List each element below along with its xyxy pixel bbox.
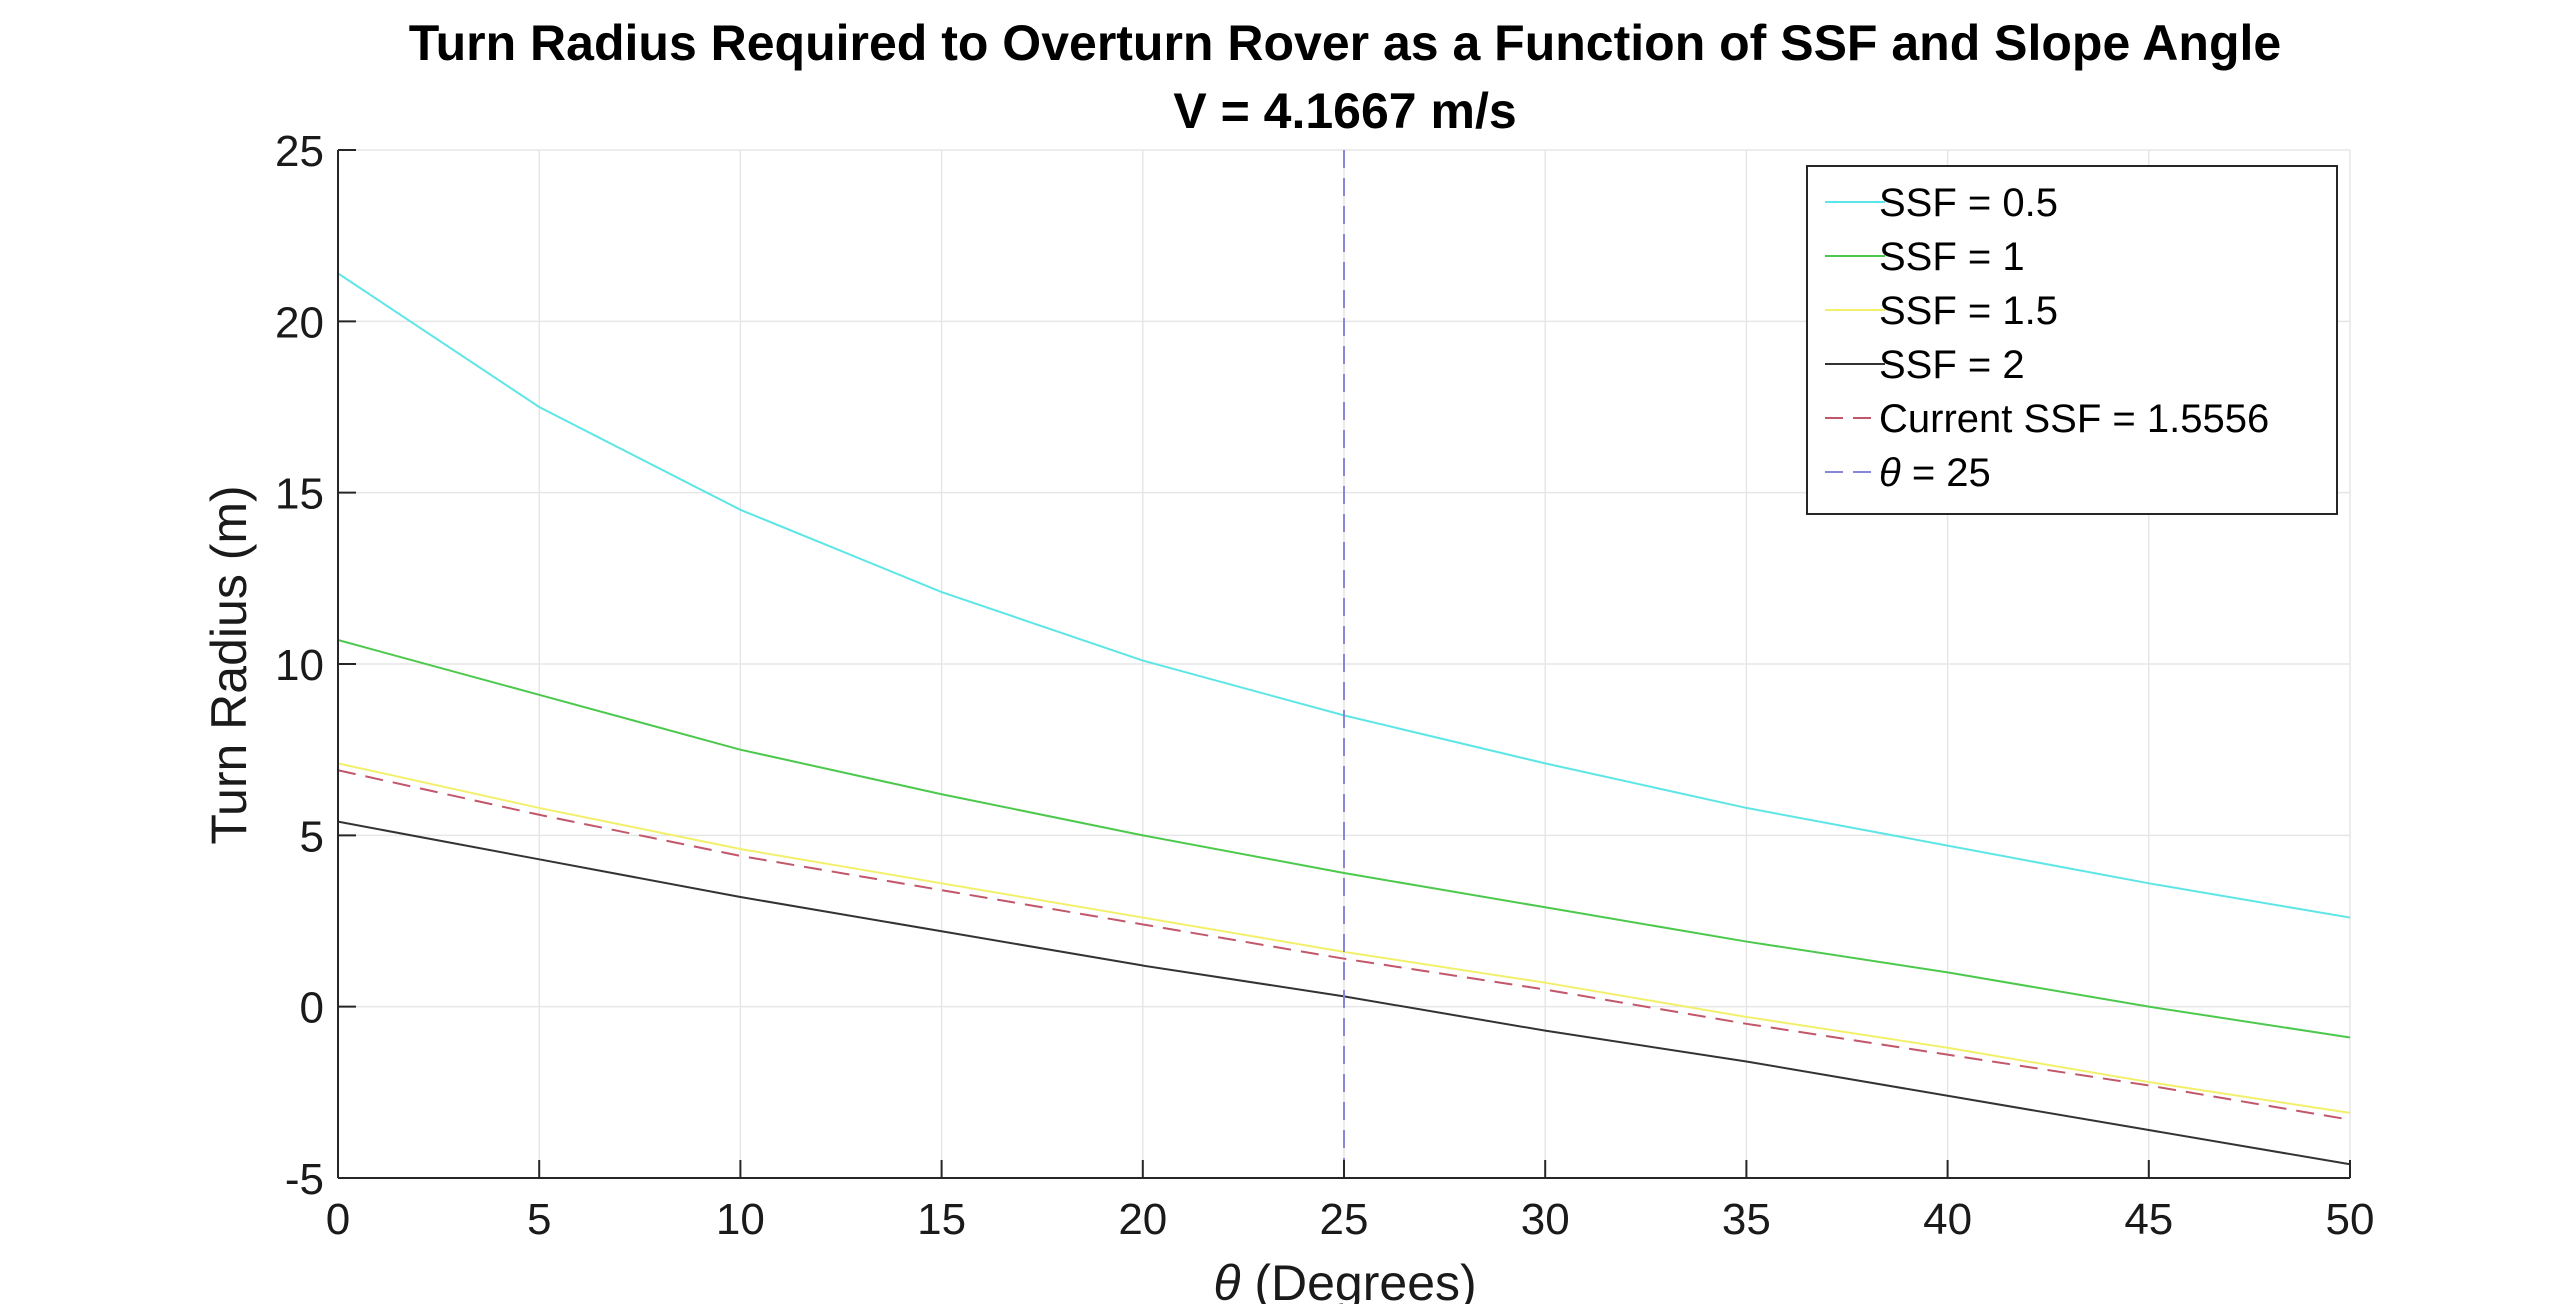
x-tick-label: 15 xyxy=(917,1195,966,1244)
series-layer xyxy=(337,150,2351,1178)
chart-subtitle: V = 4.1667 m/s xyxy=(1173,83,1516,139)
x-tick-label: 5 xyxy=(527,1195,551,1244)
y-tick-label: 5 xyxy=(300,812,324,861)
x-tick-label: 40 xyxy=(1923,1195,1972,1244)
x-tick-label: 35 xyxy=(1722,1195,1771,1244)
series-line-5 xyxy=(337,769,2351,1121)
series-line-2 xyxy=(337,639,2351,1039)
y-axis-label: Turn Radius (m) xyxy=(201,485,257,844)
y-tick-label: 15 xyxy=(275,470,324,519)
legend-label-6: θ = 25 xyxy=(1879,451,1991,495)
x-tick-label: 25 xyxy=(1320,1195,1369,1244)
legend-label-4: SSF = 2 xyxy=(1879,343,2025,387)
x-axis-label-text: (Degrees) xyxy=(1240,1255,1476,1304)
y-tick-label: 20 xyxy=(275,298,324,347)
legend-label-2: SSF = 1 xyxy=(1879,235,2025,279)
y-tick-label: 0 xyxy=(300,984,324,1033)
y-tick-label: 25 xyxy=(275,127,324,176)
x-axis-label-symbol: θ xyxy=(1213,1255,1240,1304)
x-tick-label: 30 xyxy=(1521,1195,1570,1244)
x-axis-label: θ (Degrees) xyxy=(1213,1255,1476,1304)
x-tick-label: 0 xyxy=(326,1195,350,1244)
legend-label-3: SSF = 1.5 xyxy=(1879,289,2058,333)
legend-label-symbol: θ xyxy=(1879,451,1901,495)
chart-title: Turn Radius Required to Overturn Rover a… xyxy=(409,15,2281,71)
legend-label-text: = 25 xyxy=(1901,451,1991,495)
legend: SSF = 0.5 SSF = 1 SSF = 1.5 SSF = 2 Current … xyxy=(1806,165,2338,515)
x-tick-label: 45 xyxy=(2124,1195,2173,1244)
legend-label-1: SSF = 0.5 xyxy=(1879,181,2058,225)
x-tick-label: 50 xyxy=(2326,1195,2375,1244)
legend-label-5: Current SSF = 1.5556 xyxy=(1879,397,2269,441)
y-tick-label: 10 xyxy=(275,641,324,690)
legend-box xyxy=(1806,165,2338,515)
x-tick-label: 20 xyxy=(1118,1195,1167,1244)
x-tick-label: 10 xyxy=(716,1195,765,1244)
y-tick-label: -5 xyxy=(285,1155,324,1204)
